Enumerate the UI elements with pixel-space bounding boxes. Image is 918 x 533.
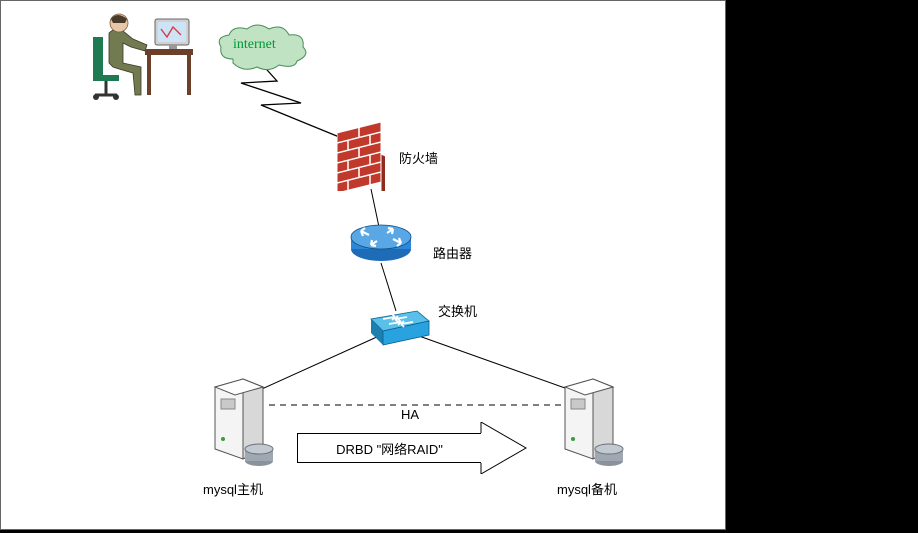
router-label: 路由器 bbox=[433, 243, 472, 262]
server-b-icon bbox=[557, 377, 629, 471]
router-icon bbox=[347, 223, 415, 265]
drbd-arrow-head bbox=[480, 422, 530, 474]
edge-switch-serverb bbox=[419, 336, 579, 393]
drbd-arrow-body: DRBD "网络RAID" bbox=[297, 433, 481, 463]
server-a-icon bbox=[207, 377, 279, 471]
firewall-icon bbox=[337, 119, 385, 191]
internet-label: internet bbox=[233, 37, 276, 53]
switch-icon bbox=[363, 307, 433, 347]
edge-firewall-router bbox=[371, 189, 379, 227]
edge-router-switch bbox=[381, 263, 396, 311]
ha-label: HA bbox=[399, 407, 421, 422]
server-b-label: mysql备机 bbox=[557, 479, 617, 498]
drbd-arrow-label: DRBD "网络RAID" bbox=[336, 439, 443, 458]
diagram-canvas: internet 防火墙 bbox=[0, 0, 726, 530]
server-a-label: mysql主机 bbox=[203, 479, 263, 498]
user-icon bbox=[89, 9, 209, 105]
firewall-label: 防火墙 bbox=[399, 148, 438, 167]
switch-label: 交换机 bbox=[438, 301, 477, 320]
